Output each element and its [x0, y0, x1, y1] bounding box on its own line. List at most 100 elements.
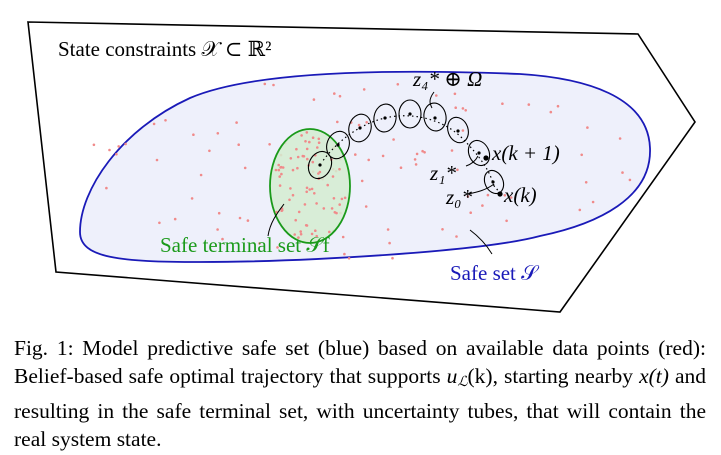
uncertainty-tube [467, 139, 491, 167]
data-point [461, 107, 465, 110]
data-point [300, 134, 303, 137]
data-point [328, 230, 331, 234]
data-point [591, 200, 595, 204]
data-point [365, 121, 369, 124]
data-point [388, 241, 391, 245]
data-point [343, 196, 347, 200]
leader-line-tube [429, 91, 435, 109]
trajectory-dot [383, 116, 387, 120]
data-point [311, 136, 315, 139]
data-point [413, 158, 417, 161]
data-point [308, 140, 311, 144]
data-point [556, 104, 560, 108]
uncertainty-tube [423, 102, 447, 132]
data-point [314, 229, 317, 232]
data-point [297, 236, 300, 239]
data-point [274, 168, 278, 172]
uncertainty-tube [447, 116, 469, 144]
data-point [279, 166, 282, 169]
state-constraints-polygon [27, 21, 696, 313]
data-point [580, 153, 583, 157]
data-point [338, 94, 342, 98]
terminal-set-label: Safe terminal set 𝒮f [160, 233, 330, 257]
data-point [313, 192, 316, 195]
trajectory-dot [491, 180, 495, 184]
data-point [527, 103, 531, 106]
optimal-trajectory [321, 115, 495, 187]
data-point [505, 219, 508, 223]
leader-line-safe-set [469, 229, 493, 255]
data-point [305, 190, 309, 194]
data-point [115, 152, 118, 156]
data-point [190, 197, 194, 200]
data-point [289, 187, 292, 190]
data-point [586, 126, 589, 129]
data-point [238, 216, 242, 220]
data-point [303, 203, 307, 206]
data-point [277, 168, 281, 172]
state-dot-k [497, 191, 503, 197]
data-point [310, 187, 314, 191]
data-point [501, 102, 504, 105]
data-point [317, 137, 321, 141]
data-point [469, 211, 473, 214]
data-point [289, 157, 293, 160]
data-point [549, 110, 553, 114]
data-point [296, 166, 299, 170]
data-point [367, 158, 371, 162]
data-point [294, 218, 298, 222]
data-point [278, 184, 282, 187]
data-point [92, 143, 96, 147]
data-point [308, 188, 312, 191]
data-point [317, 141, 321, 144]
data-point [246, 219, 250, 222]
trajectory-dot [456, 129, 460, 133]
caption-u-argument: (k) [467, 364, 493, 388]
data-points [92, 82, 632, 260]
caption-text-3: and resulting in the safe terminal set, … [14, 364, 706, 451]
data-point [291, 168, 295, 172]
trajectory-dot [318, 163, 322, 167]
data-point [155, 158, 159, 162]
data-point [306, 157, 309, 161]
uncertainty-tube [326, 130, 350, 160]
data-point [466, 195, 470, 198]
data-point [396, 83, 400, 86]
data-point [105, 186, 108, 190]
data-point [481, 204, 484, 207]
caption-u-symbol: u [446, 364, 458, 388]
data-point [276, 246, 279, 249]
data-point [297, 210, 301, 214]
data-point [336, 120, 339, 124]
next-state-label: x(k + 1) [491, 141, 560, 165]
data-point [330, 207, 334, 210]
safe-set-region [79, 70, 651, 263]
uncertainty-tubes [307, 99, 505, 195]
data-point [322, 207, 326, 210]
data-point [340, 197, 344, 201]
data-point [343, 252, 346, 256]
data-point [305, 224, 309, 227]
safe-set-label: Safe set 𝒮 [450, 261, 540, 285]
data-point [216, 228, 219, 231]
data-point [435, 94, 438, 97]
data-point [391, 256, 394, 260]
data-point [164, 119, 167, 122]
data-point [414, 163, 418, 166]
data-point [360, 179, 364, 183]
data-point [341, 235, 345, 239]
data-point [453, 92, 457, 96]
data-point [310, 232, 314, 236]
data-point [584, 181, 588, 184]
data-point [364, 205, 368, 208]
caption-u-subscript: ℒ [457, 375, 468, 390]
caption-x-symbol: x(t) [639, 364, 669, 388]
data-point [302, 155, 306, 158]
data-point [173, 217, 177, 221]
data-point [381, 154, 385, 158]
data-point [362, 88, 366, 91]
trajectory-dot [408, 112, 412, 116]
caption-text-1: Fig. 1: Model predictive safe set (blue)… [14, 336, 706, 388]
data-point [108, 148, 111, 152]
uncertainty-tube [348, 113, 372, 143]
